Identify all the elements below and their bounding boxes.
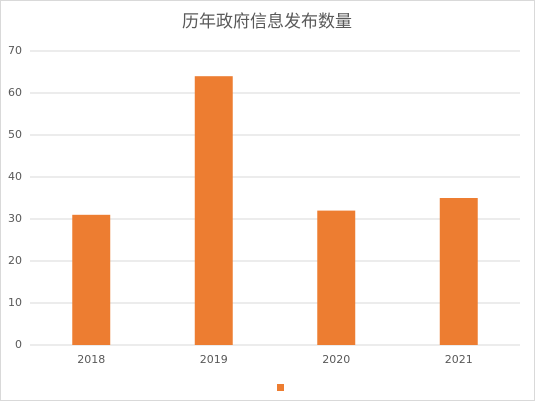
y-tick-label: 10 [8,296,22,309]
bar [439,198,478,345]
y-tick-label: 60 [8,86,22,99]
y-tick-label: 20 [8,254,22,267]
y-tick-label: 0 [15,338,22,351]
x-tick-label: 2018 [77,353,105,366]
y-tick-label: 50 [8,128,22,141]
x-tick-label: 2020 [322,353,350,366]
bar [317,210,356,345]
bar [194,76,233,345]
chart-title: 历年政府信息发布数量 [182,12,352,32]
x-tick-label: 2021 [445,353,473,366]
x-tick-label: 2019 [200,353,228,366]
y-tick-label: 70 [8,44,22,57]
legend-marker [277,384,284,391]
bar [72,214,111,345]
y-tick-label: 40 [8,170,22,183]
y-tick-label: 30 [8,212,22,225]
